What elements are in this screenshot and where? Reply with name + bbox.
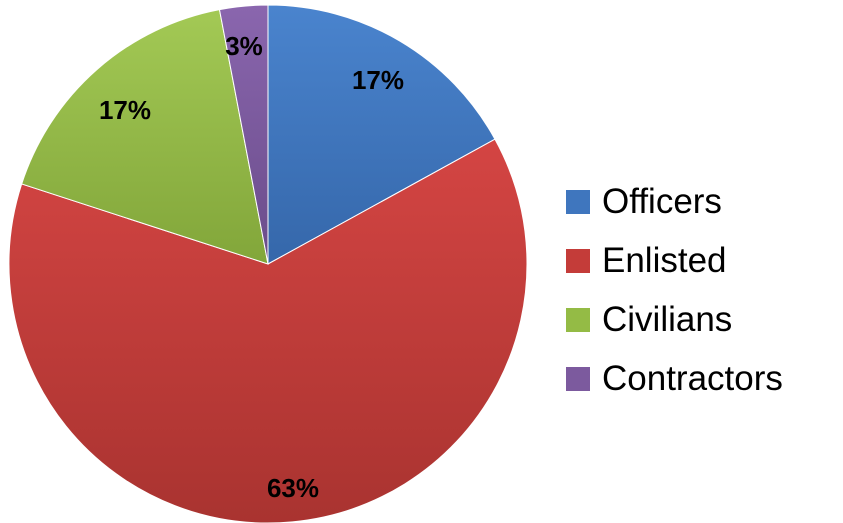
chart-legend: Officers Enlisted Civilians Contractors [566,172,843,408]
pie-slice-contractors [218,4,269,265]
legend-label: Enlisted [602,240,727,280]
legend-swatch [566,307,590,332]
legend-item-officers: Officers [566,172,843,231]
legend-swatch [566,189,590,214]
pie-slice-civilians [21,9,269,265]
legend-item-enlisted: Enlisted [566,231,843,290]
legend-label: Officers [602,181,722,221]
data-label-contractors: 3% [225,31,263,61]
data-label-officers: 17% [352,65,404,95]
data-label-enlisted: 63% [267,473,319,503]
pie-slices [8,4,528,523]
legend-label: Contractors [602,358,783,398]
data-label-civilians: 17% [99,95,151,125]
pie-slice-enlisted [8,138,528,523]
legend-item-civilians: Civilians [566,290,843,349]
pie-slice-officers [267,4,496,265]
pie-data-labels: 17% 63% 17% 3% [99,31,404,503]
legend-item-contractors: Contractors [566,349,843,408]
legend-swatch [566,248,590,273]
legend-swatch [566,366,590,391]
legend-label: Civilians [602,299,733,339]
